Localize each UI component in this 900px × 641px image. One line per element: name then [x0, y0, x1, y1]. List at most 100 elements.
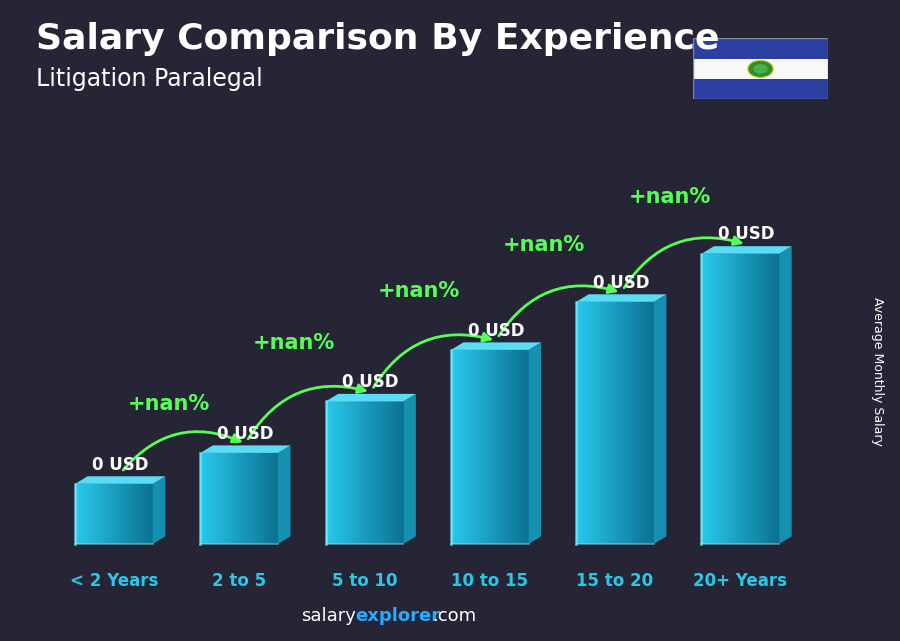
Bar: [490, 350, 491, 544]
Bar: [272, 453, 274, 544]
Text: Litigation Paralegal: Litigation Paralegal: [36, 67, 263, 91]
Bar: [114, 484, 116, 544]
Bar: [382, 401, 384, 544]
Bar: [758, 254, 760, 544]
Bar: [736, 254, 738, 544]
Bar: [85, 484, 86, 544]
Bar: [368, 401, 370, 544]
Bar: [704, 254, 706, 544]
Bar: [214, 453, 216, 544]
Bar: [81, 484, 83, 544]
Bar: [517, 350, 519, 544]
Bar: [486, 350, 488, 544]
Bar: [329, 401, 331, 544]
Text: Salary Comparison By Experience: Salary Comparison By Experience: [36, 22, 719, 56]
Bar: [339, 401, 341, 544]
Bar: [137, 484, 139, 544]
Bar: [268, 453, 270, 544]
Text: +nan%: +nan%: [378, 281, 460, 301]
Bar: [231, 453, 233, 544]
Bar: [235, 453, 238, 544]
Bar: [201, 453, 203, 544]
Bar: [241, 453, 243, 544]
Bar: [326, 401, 328, 544]
Bar: [390, 401, 392, 544]
Bar: [717, 254, 719, 544]
Bar: [756, 254, 758, 544]
Bar: [480, 350, 482, 544]
Bar: [395, 401, 398, 544]
Bar: [374, 401, 376, 544]
Bar: [239, 453, 241, 544]
Bar: [693, 59, 828, 79]
Polygon shape: [153, 476, 166, 544]
Bar: [343, 401, 345, 544]
Bar: [202, 453, 204, 544]
Bar: [482, 350, 484, 544]
Bar: [496, 350, 498, 544]
Polygon shape: [403, 394, 416, 544]
Bar: [226, 453, 228, 544]
Text: explorer: explorer: [356, 607, 441, 625]
Bar: [474, 350, 476, 544]
Bar: [501, 350, 503, 544]
Bar: [393, 401, 395, 544]
Bar: [586, 302, 588, 544]
Bar: [220, 453, 221, 544]
Bar: [96, 484, 98, 544]
Text: salary: salary: [301, 607, 356, 625]
Bar: [238, 453, 239, 544]
Bar: [640, 302, 643, 544]
Bar: [634, 302, 636, 544]
Bar: [778, 254, 779, 544]
Bar: [706, 254, 707, 544]
Text: +nan%: +nan%: [503, 235, 585, 254]
Bar: [588, 302, 590, 544]
Text: +nan%: +nan%: [127, 394, 210, 415]
Bar: [733, 254, 734, 544]
Polygon shape: [701, 246, 792, 254]
Bar: [453, 350, 454, 544]
Text: +nan%: +nan%: [628, 187, 711, 207]
Bar: [478, 350, 480, 544]
Bar: [509, 350, 511, 544]
Bar: [748, 254, 750, 544]
Bar: [775, 254, 778, 544]
Bar: [112, 484, 114, 544]
Bar: [251, 453, 253, 544]
Bar: [631, 302, 633, 544]
Bar: [709, 254, 711, 544]
Bar: [349, 401, 351, 544]
Bar: [128, 484, 130, 544]
Bar: [526, 350, 528, 544]
Bar: [135, 484, 137, 544]
Bar: [578, 302, 581, 544]
Bar: [451, 350, 453, 544]
Circle shape: [748, 60, 773, 78]
Bar: [500, 350, 501, 544]
Bar: [773, 254, 775, 544]
Bar: [380, 401, 382, 544]
Polygon shape: [576, 294, 666, 302]
Polygon shape: [278, 445, 291, 544]
Bar: [120, 484, 122, 544]
Bar: [609, 302, 611, 544]
Bar: [228, 453, 230, 544]
Bar: [615, 302, 617, 544]
Bar: [392, 401, 393, 544]
Bar: [133, 484, 135, 544]
Circle shape: [753, 64, 768, 74]
Bar: [333, 401, 336, 544]
Bar: [476, 350, 478, 544]
Bar: [590, 302, 591, 544]
Bar: [351, 401, 353, 544]
Bar: [378, 401, 380, 544]
Bar: [361, 401, 363, 544]
Bar: [263, 453, 265, 544]
Bar: [401, 401, 403, 544]
Bar: [768, 254, 769, 544]
Bar: [106, 484, 108, 544]
Bar: [613, 302, 615, 544]
Text: .com: .com: [432, 607, 476, 625]
Text: 0 USD: 0 USD: [92, 456, 148, 474]
